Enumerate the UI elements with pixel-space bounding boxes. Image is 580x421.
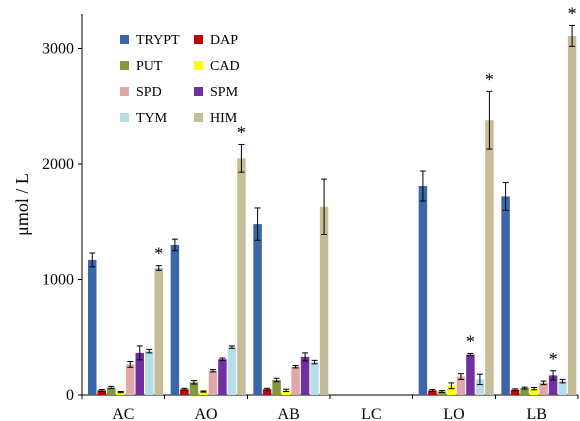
y-tick-label: 0: [66, 387, 74, 404]
bar: [558, 381, 567, 395]
bar: [437, 391, 447, 395]
legend-swatch: [120, 113, 129, 122]
legend-label: PUT: [136, 59, 163, 74]
bar: [529, 388, 539, 395]
bar: [180, 389, 189, 395]
significance-star: *: [549, 349, 558, 369]
legend-label: HIM: [210, 111, 238, 126]
legend-label: DAP: [210, 33, 238, 48]
legend-swatch: [194, 61, 203, 70]
x-tick-label: LC: [361, 406, 381, 421]
bar: [107, 387, 116, 395]
bar: [189, 382, 199, 395]
bar: [272, 379, 281, 395]
significance-star: *: [466, 331, 475, 351]
bar: [428, 390, 437, 395]
legend-swatch: [120, 87, 129, 96]
legend-label: TYM: [136, 111, 168, 126]
legend-label: CAD: [210, 59, 240, 74]
y-axis-title-group: μmol / L: [12, 173, 32, 236]
y-tick-label: 2000: [42, 156, 74, 173]
bar: [145, 351, 154, 395]
bar: [567, 35, 577, 395]
bar: [218, 359, 227, 395]
bars-layer: [88, 35, 577, 395]
bar: [548, 375, 558, 395]
legend-label: TRYPT: [136, 33, 180, 48]
ticks-layer: 0 1000 2000 3000 AC AO AB LC LO LB: [42, 41, 579, 421]
legend-swatch: [120, 35, 129, 44]
bar: [262, 389, 272, 395]
bar: [501, 196, 510, 395]
bar: [310, 362, 319, 395]
legend-swatch: [194, 113, 203, 122]
bar: [126, 364, 135, 395]
significance-star: *: [237, 122, 246, 142]
significance-layer: * * * * * *: [154, 4, 576, 369]
legend-swatch: [120, 61, 129, 70]
bar: [539, 382, 548, 395]
legend-swatch: [194, 87, 203, 96]
x-tick-label: AB: [278, 406, 300, 421]
y-axis-title: μmol / L: [12, 173, 32, 236]
bar: [88, 259, 97, 395]
bar: [97, 390, 106, 395]
legend: TRYPT DAP PUT CAD SPD SPM TYM HIM: [120, 33, 240, 126]
legend-swatch: [194, 35, 203, 44]
significance-star: *: [154, 244, 163, 264]
bar: [237, 158, 246, 395]
bar: [300, 356, 310, 395]
legend-label: SPD: [136, 85, 162, 100]
bar: [208, 370, 218, 395]
bar: [510, 389, 520, 395]
bar: [227, 347, 237, 395]
bar: [466, 354, 475, 395]
bar: [485, 120, 494, 395]
significance-star: *: [568, 4, 577, 24]
bar: [253, 224, 262, 395]
bar: [319, 206, 329, 395]
y-tick-label: 1000: [42, 272, 74, 289]
bar: [475, 379, 485, 395]
bar: [154, 268, 163, 395]
bar: [447, 385, 456, 395]
y-tick-label: 3000: [42, 41, 74, 58]
x-tick-label: LB: [526, 406, 546, 421]
bar: [520, 388, 529, 395]
bar: [135, 352, 144, 395]
bar: [170, 244, 180, 395]
x-tick-label: AO: [194, 406, 217, 421]
error-bars-layer: [89, 25, 576, 394]
bar: [291, 366, 300, 395]
x-tick-label: AC: [112, 406, 134, 421]
x-tick-label: LO: [443, 406, 464, 421]
bar: [199, 391, 208, 395]
bar: [418, 186, 428, 395]
bar: [116, 392, 125, 395]
significance-star: *: [485, 69, 494, 89]
legend-label: SPM: [210, 85, 239, 100]
bar: [281, 390, 291, 395]
bar: [456, 376, 466, 395]
